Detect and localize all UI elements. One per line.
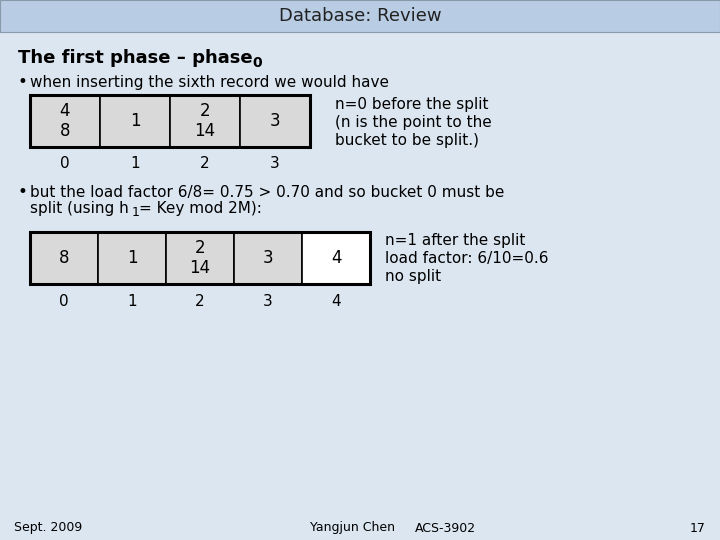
Text: 3: 3 [270, 112, 280, 130]
Text: split (using h: split (using h [30, 201, 129, 217]
Text: 3: 3 [270, 157, 280, 172]
Text: ACS-3902: ACS-3902 [415, 522, 476, 535]
Text: bucket to be split.): bucket to be split.) [335, 133, 479, 148]
FancyBboxPatch shape [170, 95, 240, 147]
FancyBboxPatch shape [302, 232, 370, 284]
Text: •: • [18, 73, 28, 91]
Text: 1: 1 [127, 294, 137, 308]
Text: (n is the point to the: (n is the point to the [335, 116, 492, 131]
FancyBboxPatch shape [100, 95, 170, 147]
Text: Sept. 2009: Sept. 2009 [14, 522, 82, 535]
Text: 3: 3 [263, 249, 274, 267]
Text: 2: 2 [195, 294, 204, 308]
Text: The first phase – phase: The first phase – phase [18, 49, 253, 67]
FancyBboxPatch shape [98, 232, 166, 284]
Text: 0: 0 [252, 56, 261, 70]
FancyBboxPatch shape [0, 0, 720, 32]
Text: 4: 4 [330, 249, 341, 267]
FancyBboxPatch shape [30, 95, 100, 147]
Text: 2
14: 2 14 [194, 102, 215, 140]
Text: 8: 8 [59, 249, 69, 267]
Text: n=0 before the split: n=0 before the split [335, 98, 488, 112]
Text: 4
8: 4 8 [60, 102, 71, 140]
Text: 1: 1 [130, 112, 140, 130]
Text: 2
14: 2 14 [189, 239, 210, 278]
Text: 3: 3 [263, 294, 273, 308]
Text: 1: 1 [132, 206, 140, 219]
FancyBboxPatch shape [166, 232, 234, 284]
Text: 2: 2 [200, 157, 210, 172]
Text: Yangjun Chen: Yangjun Chen [310, 522, 395, 535]
Text: 4: 4 [331, 294, 341, 308]
Text: 1: 1 [130, 157, 140, 172]
Text: •: • [18, 183, 28, 201]
Text: no split: no split [385, 268, 441, 284]
FancyBboxPatch shape [30, 232, 98, 284]
Text: but the load factor 6/8= 0.75 > 0.70 and so bucket 0 must be: but the load factor 6/8= 0.75 > 0.70 and… [30, 185, 505, 199]
Text: load factor: 6/10=0.6: load factor: 6/10=0.6 [385, 251, 549, 266]
FancyBboxPatch shape [240, 95, 310, 147]
Text: = Key mod 2M):: = Key mod 2M): [139, 201, 262, 217]
Text: 0: 0 [60, 157, 70, 172]
FancyBboxPatch shape [234, 232, 302, 284]
Text: 1: 1 [127, 249, 138, 267]
Text: n=1 after the split: n=1 after the split [385, 233, 526, 247]
Text: 0: 0 [59, 294, 69, 308]
Text: Database: Review: Database: Review [279, 7, 441, 25]
Text: when inserting the sixth record we would have: when inserting the sixth record we would… [30, 75, 389, 90]
Text: 17: 17 [690, 522, 706, 535]
